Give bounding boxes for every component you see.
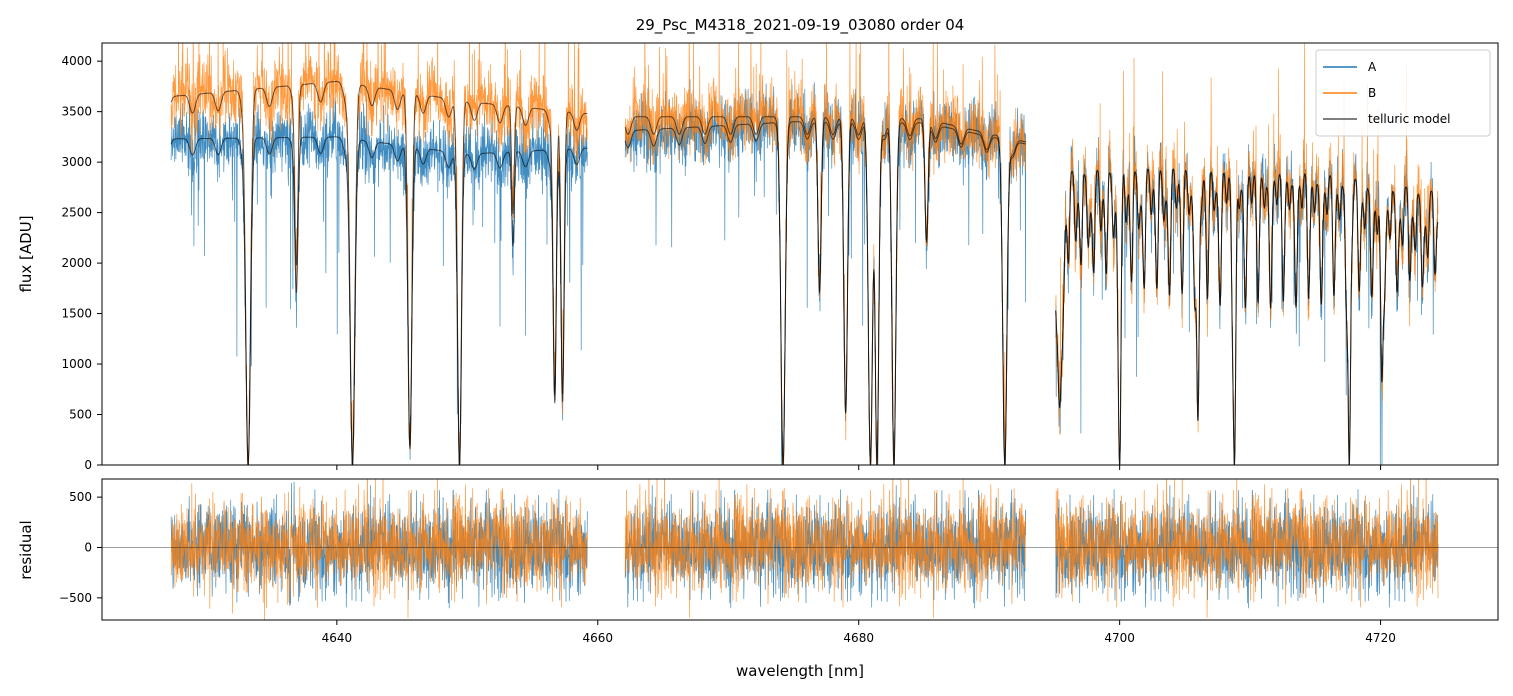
x-axis-label: wavelength [nm] [736,662,864,680]
flux-y-tick-label: 3500 [61,105,92,119]
telluric-model-b-segment-0 [170,80,588,465]
flux-y-tick-label: 1500 [61,307,92,321]
telluric-model-a-segment-1 [624,121,1026,465]
telluric-model-b-segment-1 [624,116,1026,465]
telluric-model-a-segment-0 [170,136,588,465]
residual-x-ticks: 4640 4660 4680 4700 4720 [322,620,1396,645]
residual-y-tick-label: 0 [84,540,92,554]
flux-y-tick-label: 4000 [61,54,92,68]
residual-plot-area [102,479,1498,620]
residual-series-a-segment-2 [1055,485,1439,609]
residual-x-tick-label: 4640 [322,631,353,645]
residual-x-tick-label: 4720 [1365,631,1396,645]
flux-y-tick-label: 1000 [61,357,92,371]
residual-y-tick-label: −500 [59,591,92,605]
residual-panel: −500 0 500 4640 4660 4680 4700 4720 residual w… [17,478,1499,680]
telluric-model-b-segment-2 [1055,168,1439,465]
residual-y-axis-label: residual [17,520,35,579]
residual-y-tick-label: 500 [69,490,92,504]
flux-x-ticks [336,465,1382,470]
flux-y-axis-label: flux [ADU] [17,215,35,292]
flux-series-a-segment-0 [170,89,588,465]
residual-axes-frame [101,478,1499,621]
flux-y-tick-label: 500 [69,408,92,422]
flux-y-tick-label: 3000 [61,155,92,169]
legend-label-a: A [1368,60,1377,74]
legend-box [1315,49,1491,137]
flux-y-tick-label: 2000 [61,256,92,270]
residual-y-ticks: −500 0 500 [59,490,102,605]
flux-y-ticks: 0 500 1000 1500 2000 2500 3000 3500 4000 [61,54,102,472]
flux-series-b-segment-1 [624,43,1027,465]
flux-y-tick-label: 0 [84,458,92,472]
residual-x-tick-label: 4700 [1104,631,1135,645]
flux-panel: 0 500 1000 1500 2000 2500 3000 3500 4000 flux [A… [17,42,1499,472]
residual-series-b-segment-2 [1055,479,1439,618]
chart-title: 29_Psc_M4318_2021-09-19_03080 order 04 [636,16,965,35]
legend-label-telluric: telluric model [1368,112,1450,126]
residual-x-tick-label: 4680 [843,631,874,645]
residual-series-b-segment-1 [624,479,1027,618]
legend-label-b: B [1368,86,1376,100]
residual-x-tick-label: 4660 [583,631,614,645]
legend: A B telluric model [1315,49,1491,137]
flux-y-tick-label: 2500 [61,206,92,220]
flux-plot-area [170,43,1439,465]
flux-axes-frame [101,42,1499,466]
